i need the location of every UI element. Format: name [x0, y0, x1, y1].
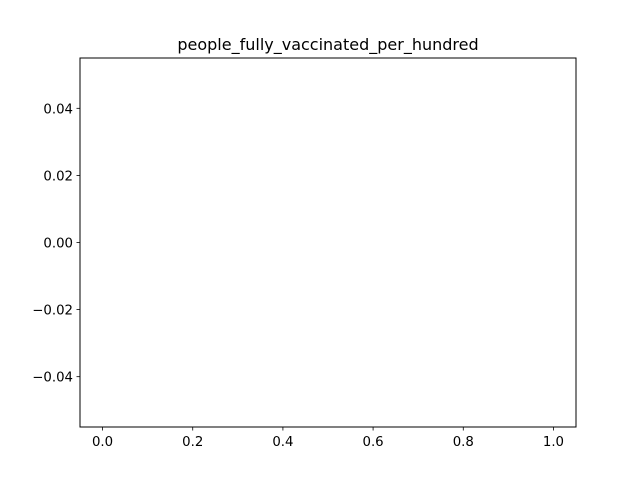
plot-area-frame	[79, 57, 577, 428]
y-tick-label: −0.02	[32, 304, 73, 319]
x-tick-label: 0.0	[92, 435, 113, 450]
chart-title: people_fully_vaccinated_per_hundred	[177, 35, 478, 55]
x-tick-label: 0.2	[182, 435, 203, 450]
x-axis: 0.0 0.2 0.4 0.6 0.8 1.0	[92, 427, 564, 450]
x-tick-label: 0.8	[453, 435, 474, 450]
x-tick-label: 0.4	[272, 435, 293, 450]
y-tick-label: 0.04	[43, 102, 73, 117]
x-tick-label: 1.0	[543, 435, 564, 450]
y-tick-label: 0.00	[43, 237, 73, 252]
y-tick-label: 0.02	[43, 169, 73, 184]
x-tick-label: 0.6	[363, 435, 384, 450]
y-axis: 0.04 0.02 0.00 −0.02 −0.04	[32, 102, 80, 386]
y-tick-label: −0.04	[32, 371, 73, 386]
